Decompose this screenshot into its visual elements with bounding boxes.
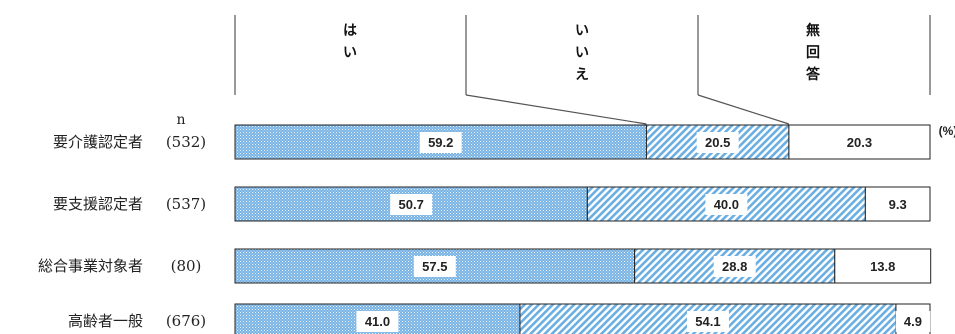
value-label: 20.5 bbox=[705, 135, 730, 150]
value-label-box bbox=[686, 311, 729, 332]
unit-label: (%) bbox=[939, 124, 955, 138]
category-label: 要介護認定者 bbox=[53, 133, 143, 151]
value-label: 59.2 bbox=[428, 135, 453, 150]
category-label: 要支援認定者 bbox=[53, 195, 143, 213]
value-label: 13.8 bbox=[870, 259, 895, 274]
n-value: (532) bbox=[166, 133, 206, 151]
n-value: (537) bbox=[166, 195, 206, 213]
n-value: (80) bbox=[171, 257, 202, 275]
series-header-char: 回 bbox=[806, 44, 820, 60]
value-label-box bbox=[861, 256, 904, 277]
header-connector-line bbox=[465, 94, 647, 125]
n-value: (676) bbox=[166, 312, 206, 330]
value-label: 50.7 bbox=[399, 197, 424, 212]
value-label-box bbox=[356, 311, 399, 332]
value-label-box bbox=[880, 194, 915, 215]
value-label: 20.3 bbox=[847, 135, 872, 150]
series-header-char: は bbox=[343, 22, 357, 38]
value-label: 4.9 bbox=[904, 314, 922, 329]
series-header-char: 無 bbox=[806, 22, 820, 38]
category-label: 総合事業対象者 bbox=[38, 257, 143, 275]
series-header-char: い bbox=[575, 22, 589, 38]
header-connector-lines bbox=[465, 94, 790, 125]
category-label: 高齢者一般 bbox=[68, 312, 143, 330]
value-label-box bbox=[419, 132, 462, 153]
series-header-char: え bbox=[575, 66, 589, 82]
series-header-char: い bbox=[343, 44, 357, 60]
value-label-box bbox=[696, 132, 739, 153]
value-label: 28.8 bbox=[722, 259, 747, 274]
n-header: n bbox=[176, 112, 185, 128]
value-label: 54.1 bbox=[695, 314, 720, 329]
value-label-box bbox=[895, 311, 931, 332]
series-header-char: い bbox=[575, 44, 589, 60]
value-label: 9.3 bbox=[889, 197, 907, 212]
value-label-box bbox=[390, 194, 433, 215]
value-label-box bbox=[705, 194, 748, 215]
value-label-box bbox=[838, 132, 881, 153]
value-label: 40.0 bbox=[714, 197, 739, 212]
series-header-char: 答 bbox=[806, 66, 821, 82]
value-label: 41.0 bbox=[365, 314, 390, 329]
bar-rows: 要介護認定者 (532) 59.2 20.5 20.3 要支援認定者 (537) 50.7 40… bbox=[38, 124, 932, 334]
value-label: 57.5 bbox=[422, 259, 447, 274]
value-label-box bbox=[713, 256, 756, 277]
value-label-box bbox=[413, 256, 456, 277]
header-connector-line bbox=[697, 94, 790, 125]
